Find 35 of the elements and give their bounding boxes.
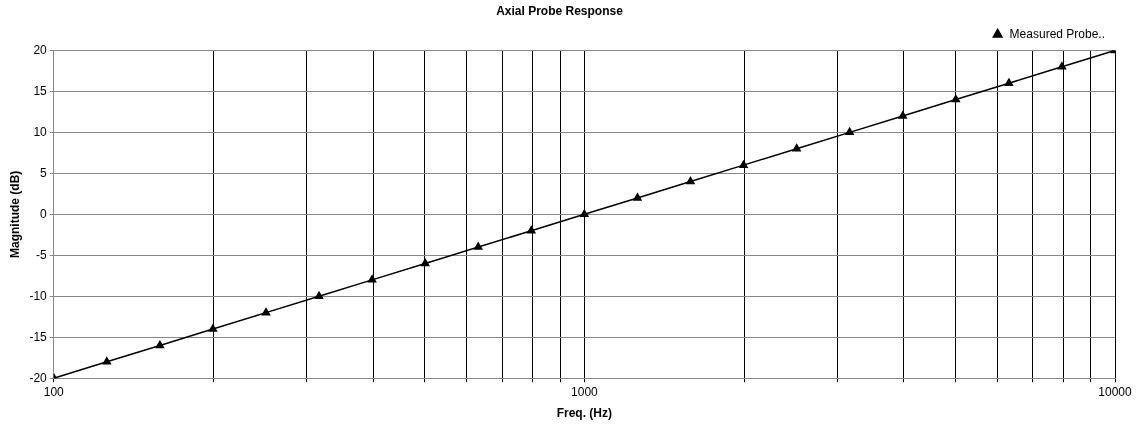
point — [314, 291, 324, 299]
x-axis-title: Freq. (Hz) — [556, 406, 613, 421]
y-tick-label: 0 — [40, 206, 48, 221]
y-tick-label: -5 — [36, 247, 48, 262]
x-tick-label: 100 — [43, 384, 65, 399]
point — [1057, 62, 1067, 70]
point — [951, 94, 961, 103]
y-tick-label: 5 — [40, 165, 48, 180]
y-tick-label: 20 — [33, 42, 48, 57]
x-tick-label: 10000 — [1098, 384, 1133, 399]
point — [1004, 78, 1014, 86]
point — [633, 193, 642, 201]
point — [102, 357, 112, 365]
y-tick-label: -10 — [29, 288, 48, 303]
y-axis-title: Magnitude (dB) — [7, 170, 22, 258]
point — [792, 143, 801, 152]
point — [474, 242, 483, 250]
x-tick-label: 1000 — [571, 384, 599, 399]
chart-title: Axial Probe Response — [496, 3, 624, 18]
y-tick-label: 10 — [33, 124, 48, 139]
point — [845, 127, 854, 136]
y-tick-label: -15 — [29, 329, 48, 344]
point — [898, 111, 907, 119]
y-tick-label: -20 — [29, 370, 48, 385]
point — [420, 258, 430, 267]
legend-label: Measured Probe.. — [1009, 26, 1106, 41]
point — [527, 225, 536, 234]
point — [739, 160, 748, 168]
point — [261, 307, 271, 316]
point — [155, 340, 165, 349]
point — [686, 176, 695, 185]
point — [580, 209, 589, 218]
point — [367, 275, 377, 283]
y-tick-label: 15 — [33, 83, 48, 98]
point — [208, 324, 218, 332]
